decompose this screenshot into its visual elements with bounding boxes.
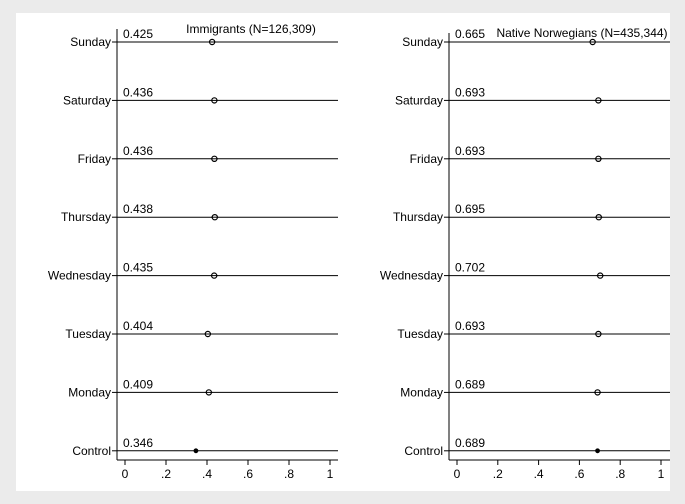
- y-tick-label: Tuesday: [397, 327, 443, 341]
- x-tick-label: .8: [284, 467, 294, 481]
- y-tick-label: Friday: [78, 152, 111, 166]
- x-tick-label: .4: [534, 467, 544, 481]
- data-label: 0.436: [123, 85, 153, 99]
- y-tick-label: Monday: [400, 385, 443, 399]
- y-tick-label: Tuesday: [65, 327, 111, 341]
- y-tick-label: Saturday: [395, 93, 443, 107]
- data-label: 0.436: [123, 144, 153, 158]
- panel-native-norwegians: Native Norwegians (N=435,344) Sunday 0.66…: [380, 26, 670, 481]
- data-label: 0.409: [123, 377, 153, 391]
- x-tick-label: .2: [161, 467, 171, 481]
- data-label: 0.404: [123, 319, 153, 333]
- plot-area: [16, 13, 670, 491]
- data-label: 0.665: [455, 27, 485, 41]
- panel-title: Native Norwegians (N=435,344): [496, 26, 667, 40]
- y-tick-label: Control: [72, 444, 111, 458]
- x-tick-label: .8: [615, 467, 625, 481]
- data-label: 0.693: [455, 319, 485, 333]
- data-label: 0.702: [455, 261, 485, 275]
- x-tick-label: .6: [574, 467, 584, 481]
- y-tick-label: Saturday: [63, 93, 111, 107]
- x-tick-label: .4: [202, 467, 212, 481]
- x-tick-label: 0: [454, 467, 461, 481]
- x-tick-label: 0: [122, 467, 129, 481]
- y-tick-label: Thursday: [61, 210, 111, 224]
- y-tick-label: Wednesday: [48, 269, 111, 283]
- y-tick-label: Sunday: [70, 35, 111, 49]
- data-label: 0.689: [455, 436, 485, 450]
- panel-marks: Sunday 0.665 Saturday 0.693 Friday 0.693 Thurs…: [380, 27, 670, 481]
- data-label: 0.689: [455, 377, 485, 391]
- y-tick-label: Friday: [410, 152, 443, 166]
- data-label: 0.693: [455, 85, 485, 99]
- y-tick-label: Wednesday: [380, 269, 443, 283]
- x-tick-label: .6: [243, 467, 253, 481]
- y-tick-label: Monday: [68, 385, 111, 399]
- panel-immigrants: Immigrants (N=126,309) Sunday 0.425 Saturd…: [48, 22, 338, 481]
- x-tick-label: 1: [658, 467, 665, 481]
- data-label: 0.346: [123, 436, 153, 450]
- y-tick-label: Thursday: [393, 210, 443, 224]
- panel-marks: Sunday 0.425 Saturday 0.436 Friday 0.436 Thurs…: [48, 27, 338, 481]
- y-tick-label: Sunday: [402, 35, 443, 49]
- data-label: 0.425: [123, 27, 153, 41]
- data-point: [595, 448, 600, 454]
- x-tick-label: 1: [327, 467, 334, 481]
- y-tick-label: Control: [404, 444, 443, 458]
- data-label: 0.693: [455, 144, 485, 158]
- panel-title: Immigrants (N=126,309): [186, 22, 316, 36]
- data-label: 0.438: [123, 202, 153, 216]
- x-tick-label: .2: [493, 467, 503, 481]
- data-point: [193, 448, 199, 454]
- data-label: 0.695: [455, 202, 485, 216]
- data-label: 0.435: [123, 261, 153, 275]
